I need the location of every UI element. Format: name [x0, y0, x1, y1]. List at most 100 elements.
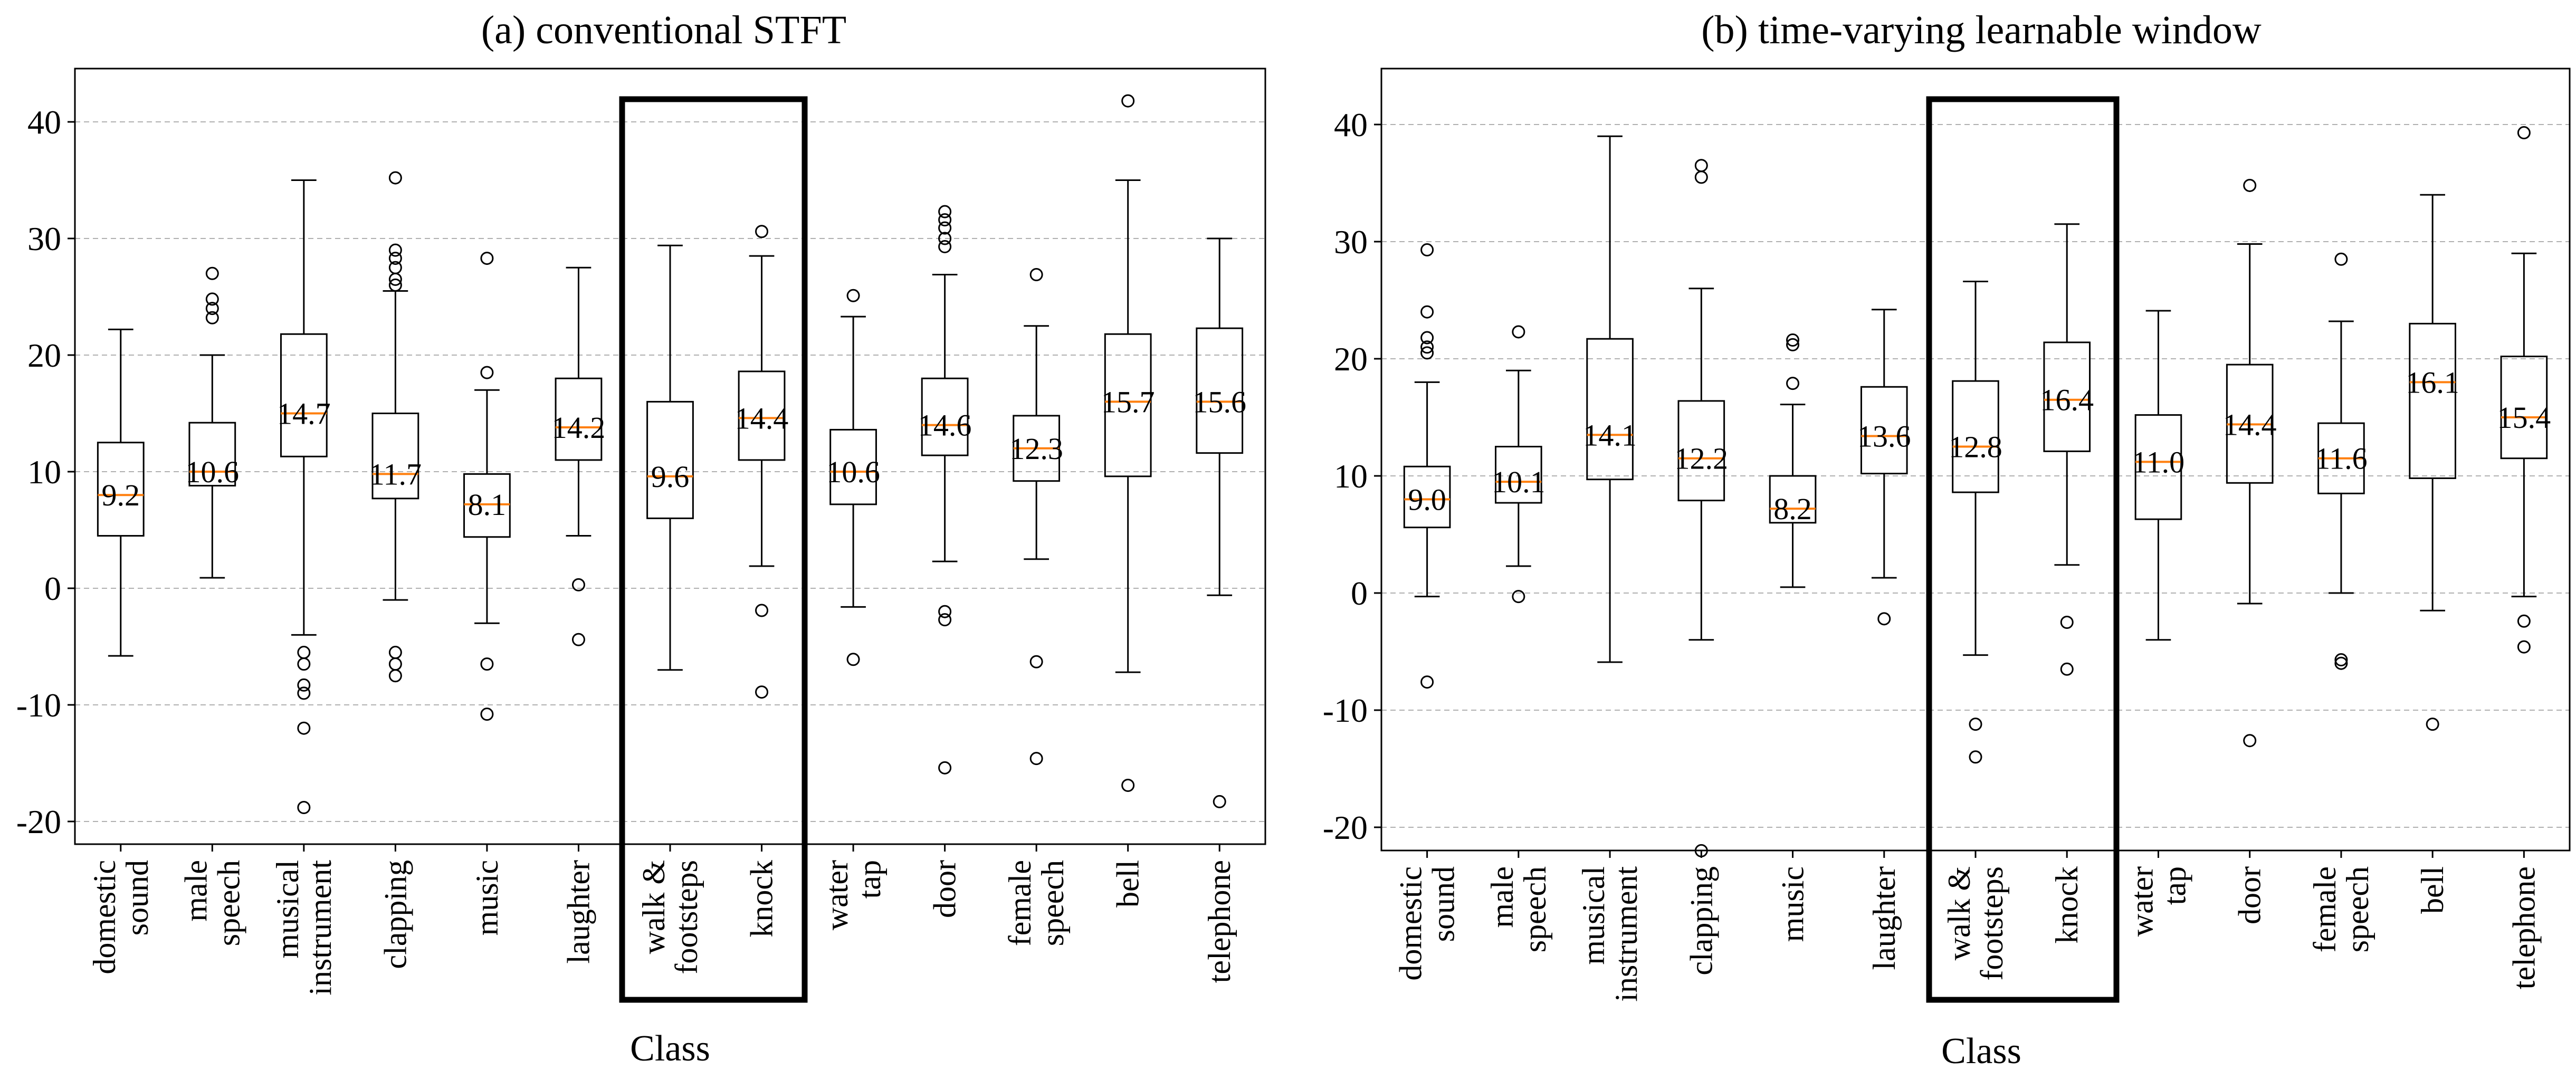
outlier-point	[2426, 718, 2439, 731]
box-plot: 10.6	[186, 266, 240, 579]
highlight-frame	[619, 96, 808, 1003]
box	[2500, 356, 2548, 460]
outlier-point	[755, 225, 769, 238]
median-value-label: 11.6	[2315, 442, 2367, 476]
median-value-label: 14.1	[1583, 418, 1637, 452]
outlier-point	[755, 685, 769, 699]
outlier-point	[571, 633, 585, 646]
median-value-label: 15.4	[2497, 400, 2551, 435]
outlier-point	[938, 221, 952, 235]
box-plot: 15.6	[1192, 237, 1246, 808]
median-value-label: 14.2	[552, 410, 606, 445]
box	[555, 377, 603, 461]
outlier-point	[388, 669, 402, 683]
outlier-point	[480, 252, 494, 265]
outlier-point	[2243, 178, 2257, 192]
outlier-point	[938, 205, 952, 218]
y-tick-label: 20	[27, 337, 61, 374]
outlier-point	[388, 171, 402, 185]
outlier-point	[938, 761, 952, 775]
category-label: music	[1776, 866, 1810, 942]
outlier-point	[388, 278, 402, 292]
category-label: clapping	[1684, 866, 1719, 976]
box	[738, 370, 786, 461]
box	[2043, 341, 2091, 452]
median-value-label: 8.2	[1773, 492, 1812, 526]
median-value-label: 11.7	[369, 457, 422, 491]
box	[1104, 333, 1152, 477]
category-label: musicalinstrument	[1576, 866, 1644, 1002]
box-plot: 9.2	[97, 328, 145, 657]
outlier-point	[938, 240, 952, 253]
y-tick-label: -10	[1323, 692, 1368, 729]
x-axis-label-a: Class	[630, 1028, 710, 1069]
median-value-label: 15.7	[1101, 385, 1155, 419]
outlier-point	[846, 289, 860, 302]
outlier-point	[1420, 243, 1434, 257]
outlier-point	[2060, 616, 2074, 629]
median-value-label: 10.6	[186, 455, 240, 489]
box-plot: 9.0	[1403, 243, 1451, 689]
median-value-label: 14.7	[277, 397, 331, 431]
y-tick-label: 0	[44, 570, 61, 607]
median-value-label: 8.1	[468, 488, 507, 522]
outlier-point	[2243, 734, 2257, 748]
box-plot: 14.7	[277, 179, 331, 814]
median-value-label: 12.3	[1009, 432, 1063, 466]
box-plot: 8.2	[1769, 333, 1817, 588]
plot-frame	[74, 68, 1266, 845]
outlier-point	[1512, 590, 1525, 604]
box-plot: 14.4	[735, 225, 789, 699]
outlier-point	[2334, 653, 2348, 667]
box	[1586, 338, 1634, 481]
box	[1769, 475, 1817, 524]
outlier-point	[2517, 640, 2531, 654]
median-value-label: 14.4	[735, 401, 789, 435]
box	[829, 428, 877, 505]
category-label: femalespeech	[2307, 866, 2375, 952]
category-label: door	[928, 860, 962, 918]
box-plot: 10.6	[826, 289, 880, 666]
outlier-point	[2060, 662, 2074, 676]
outlier-point	[1877, 612, 1891, 626]
y-tick-label: 10	[1334, 457, 1368, 495]
box	[1196, 327, 1244, 454]
outlier-point	[938, 232, 952, 245]
category-label: walk &footsteps	[636, 860, 704, 974]
outlier-point	[205, 266, 219, 280]
y-tick-label: 30	[27, 220, 61, 257]
median-value-label: 10.1	[1492, 465, 1545, 499]
y-tick-label: 10	[27, 453, 61, 491]
y-tick-label: 40	[27, 103, 61, 141]
category-label: domesticsound	[1394, 866, 1461, 981]
y-tick-label: -20	[16, 803, 61, 840]
outlier-point	[1786, 338, 1800, 351]
outlier-point	[1029, 268, 1043, 282]
median-value-label: 12.2	[1675, 442, 1729, 476]
outlier-point	[388, 646, 402, 660]
outlier-point	[297, 657, 311, 671]
box-plot: 8.1	[463, 252, 511, 721]
outlier-point	[938, 613, 952, 627]
box-plot: 11.7	[369, 171, 422, 683]
outlier-point	[1969, 718, 1982, 731]
outlier-point	[1029, 752, 1043, 766]
category-label: telephone	[2506, 866, 2541, 989]
box	[97, 442, 145, 537]
outlier-point	[938, 605, 952, 618]
median-value-label: 15.6	[1192, 385, 1246, 419]
category-label: watertap	[819, 860, 887, 930]
y-tick-label: 30	[1334, 223, 1368, 261]
category-label: bell	[1111, 860, 1146, 907]
category-label: bell	[2415, 866, 2450, 914]
box-plot: 14.6	[918, 205, 971, 775]
outlier-point	[388, 657, 402, 671]
outlier-point	[755, 604, 769, 617]
outlier-point	[480, 708, 494, 721]
y-tick-label: -10	[16, 686, 61, 724]
median-value-label: 16.4	[2040, 383, 2094, 417]
outlier-point	[1969, 750, 1982, 764]
category-label: musicalinstrument	[270, 860, 338, 996]
box-plot: 10.1	[1492, 325, 1545, 604]
outlier-point	[1121, 778, 1135, 792]
